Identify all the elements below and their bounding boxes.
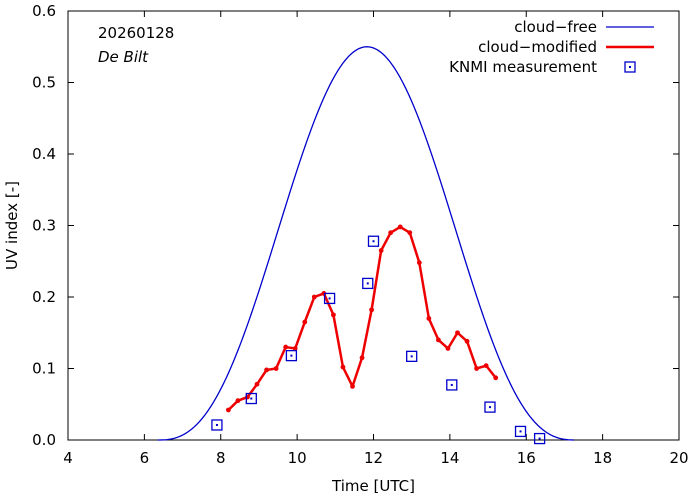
knmi-measurement-marker-dot — [328, 297, 331, 300]
cloud-modified-point — [378, 248, 384, 253]
knmi-measurement-marker-dot — [410, 355, 413, 358]
cloud-modified-point — [254, 381, 260, 387]
cloud-modified-point — [493, 375, 499, 381]
cloud-modified-point — [273, 366, 279, 371]
knmi-measurement-marker-dot — [215, 423, 218, 426]
knmi-measurement-marker — [285, 349, 298, 362]
knmi-measurement-marker-dot — [519, 430, 522, 433]
y-tick-label: 0.6 — [32, 2, 56, 20]
y-tick-label: 0.0 — [32, 431, 56, 449]
cloud-modified-point — [369, 307, 374, 313]
y-tick-label: 0.5 — [32, 74, 56, 92]
x-tick-label: 12 — [364, 449, 383, 467]
knmi-measurement-marker — [533, 432, 546, 445]
y-tick-label: 0.2 — [32, 288, 56, 306]
series-layer — [157, 46, 574, 445]
cloud-modified-point — [397, 224, 403, 230]
cloud-modified-point — [331, 312, 336, 318]
knmi-measurement-marker — [446, 379, 458, 391]
x-tick-label: 14 — [440, 449, 459, 467]
x-tick-label: 4 — [63, 449, 73, 467]
knmi-measurement-marker — [323, 292, 336, 305]
x-tick-label: 8 — [216, 449, 226, 467]
cloud-modified-point — [225, 407, 231, 413]
legend-swatch-knmi-measurement — [624, 61, 636, 73]
cloud-modified-point — [340, 364, 346, 370]
knmi-measurement-marker — [362, 277, 374, 290]
knmi-measurement-marker-dot — [372, 240, 375, 243]
cloud-modified-point — [416, 260, 422, 266]
cloud-modified-point — [359, 355, 365, 361]
knmi-measurement-marker-dot — [450, 383, 453, 386]
y-tick-label: 0.1 — [32, 360, 56, 378]
knmi-measurement-marker-dot — [290, 354, 293, 357]
x-tick-label: 16 — [517, 449, 536, 467]
legend-label-cloud-modified: cloud−modified — [478, 38, 597, 56]
cloud-modified-point — [455, 330, 460, 336]
legend-swatch-knmi-measurement-dot — [629, 66, 631, 68]
cloud-modified-point — [426, 316, 432, 321]
knmi-measurement-marker — [514, 425, 527, 438]
y-axis-label: UV index [-] — [3, 181, 21, 270]
location-annotation: De Bilt — [98, 48, 149, 66]
x-tick-label: 18 — [593, 449, 612, 467]
cloud-modified-point — [302, 319, 308, 325]
cloud-modified-point — [464, 338, 470, 344]
cloud-modified-point — [436, 337, 441, 343]
cloud-modified-point — [483, 363, 489, 369]
cloud-modified-point — [350, 383, 355, 389]
cloud-modified-point — [283, 344, 289, 350]
cloud-modified-point — [474, 366, 480, 371]
legend: cloud−free cloud−modified KNMI measureme… — [449, 18, 654, 76]
series-line-cloud-free — [157, 46, 574, 441]
cloud-modified-point — [388, 230, 394, 236]
knmi-measurement-marker-dot — [488, 406, 491, 409]
x-tick-label: 20 — [669, 449, 688, 467]
axis-ticks: 4 6 8 10 12 14 16 18 20 0.0 0.1 0.2 0.3 0.4 0.5 0.6 — [32, 2, 688, 467]
cloud-modified-point — [292, 346, 298, 351]
cloud-modified-point — [445, 346, 451, 351]
knmi-measurement-marker-dot — [250, 397, 253, 400]
knmi-measurement-marker-dot — [366, 282, 369, 285]
y-tick-label: 0.3 — [32, 217, 56, 235]
x-axis-label: Time [UTC] — [331, 477, 415, 495]
cloud-modified-point — [311, 294, 317, 300]
x-tick-label: 6 — [140, 449, 150, 467]
legend-label-cloud-free: cloud−free — [514, 18, 597, 36]
knmi-measurement-marker — [484, 401, 496, 413]
cloud-modified-point — [235, 398, 241, 404]
series-line-cloud-modified — [227, 225, 497, 411]
cloud-modified-point — [407, 230, 413, 236]
x-tick-label: 10 — [288, 449, 307, 467]
knmi-measurement-marker — [245, 392, 257, 405]
knmi-measurement-marker — [211, 419, 223, 431]
date-annotation: 20260128 — [98, 24, 174, 42]
knmi-measurement-marker — [406, 350, 418, 362]
y-tick-label: 0.4 — [32, 145, 56, 163]
legend-label-knmi-measurement: KNMI measurement — [449, 58, 597, 76]
knmi-measurement-marker — [367, 235, 380, 247]
cloud-modified-point — [264, 367, 269, 373]
knmi-measurement-marker-dot — [538, 437, 541, 440]
